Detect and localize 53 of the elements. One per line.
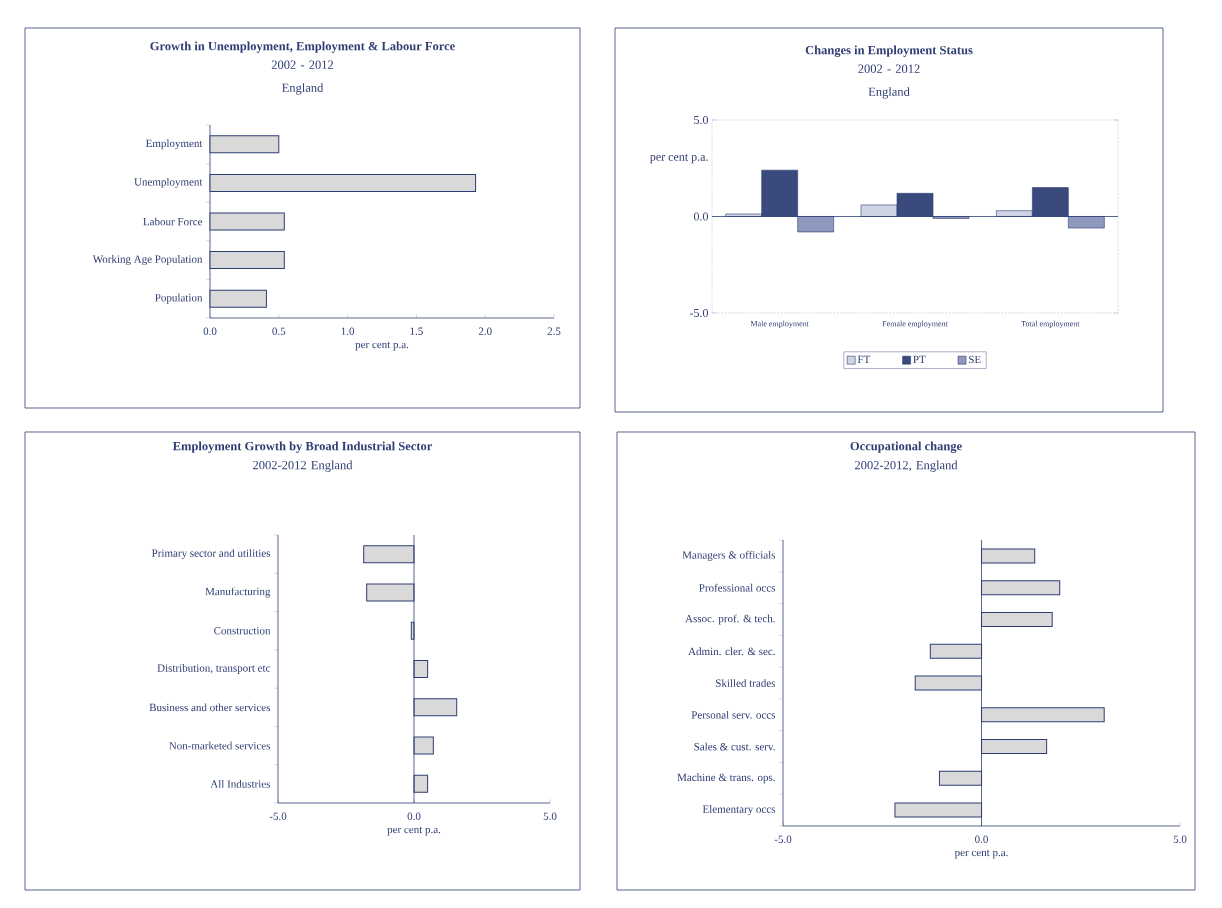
x-tick-label: 2.0 xyxy=(478,327,492,335)
y-axis-title: per cent p.a. xyxy=(650,153,708,164)
y-tick-label: Business and other services xyxy=(149,703,271,712)
y-tick-label: Machine & trans. ops. xyxy=(677,773,775,784)
y-tick-label: Working Age Population xyxy=(92,255,203,266)
legend-label: SE xyxy=(969,355,981,364)
x-tick-label: 5.0 xyxy=(1173,835,1187,844)
y-tick-label: Skilled trades xyxy=(716,679,776,687)
x-axis-title: per cent p.a. xyxy=(355,341,409,351)
legend-label: PT xyxy=(913,355,926,364)
x-tick-label: Female employment xyxy=(882,320,948,329)
chart-subtitle: 2002 - 2012 England xyxy=(858,64,920,99)
x-tick-label: 5.0 xyxy=(543,812,557,821)
x-tick-label: Total employment xyxy=(1021,320,1080,329)
x-tick-label: -5.0 xyxy=(269,812,287,821)
y-tick-label: -5.0 xyxy=(689,308,709,318)
chart-title: Growth in Unemployment, Employment & Labour Force xyxy=(150,41,455,53)
x-tick-label: 1.5 xyxy=(410,327,423,335)
y-tick-label: All Industries xyxy=(210,780,271,788)
chart-title: Occupational change xyxy=(850,441,962,453)
x-tick-label: 1.0 xyxy=(341,327,355,335)
y-tick-label: 5.0 xyxy=(694,115,709,125)
y-tick-label: Labour Force xyxy=(143,217,203,226)
legend-label: FT xyxy=(857,355,871,364)
y-tick-label: Manufacturing xyxy=(205,587,271,598)
chart-title: Employment Growth by Broad Industrial Sector xyxy=(172,441,433,453)
x-tick-label: 0.5 xyxy=(272,327,286,335)
chart-subtitle: 2002-2012, England xyxy=(855,460,958,472)
y-tick-label: 0.0 xyxy=(693,212,709,221)
y-tick-label: Admin. cler. & sec. xyxy=(688,647,775,656)
x-tick-label: Male employment xyxy=(750,320,809,329)
y-tick-label: Elementary occs xyxy=(702,805,776,816)
y-tick-label: Distribution, transport etc xyxy=(157,664,271,674)
chart-subtitle: 2002-2012 England xyxy=(253,460,353,472)
y-tick-label: Professional occs xyxy=(699,583,776,592)
y-tick-label: Employment xyxy=(145,139,203,150)
y-tick-label: Construction xyxy=(214,627,271,635)
chart-title: Changes in Employment Status xyxy=(805,45,973,57)
y-tick-label: Assoc. prof. & tech. xyxy=(685,614,775,625)
y-tick-label: Personal serv. occs xyxy=(691,710,776,719)
x-axis-title: per cent p.a. xyxy=(954,849,1008,859)
y-tick-label: Unemployment xyxy=(134,177,203,188)
y-tick-label: Population xyxy=(155,293,203,304)
x-tick-label: -5.0 xyxy=(774,835,792,844)
y-tick-label: Non-marketed services xyxy=(169,741,271,750)
x-tick-label: 0.0 xyxy=(975,835,988,844)
chart-subtitle: 2002 - 2012 England xyxy=(271,60,334,95)
y-tick-label: Managers & officials xyxy=(682,550,776,561)
x-axis-title: per cent p.a. xyxy=(387,826,441,836)
y-tick-label: Primary sector and utilities xyxy=(151,549,271,560)
y-tick-label: Sales & cust. serv. xyxy=(694,742,775,751)
x-tick-label: 2.5 xyxy=(547,327,561,335)
x-tick-label: 0.0 xyxy=(407,812,421,821)
